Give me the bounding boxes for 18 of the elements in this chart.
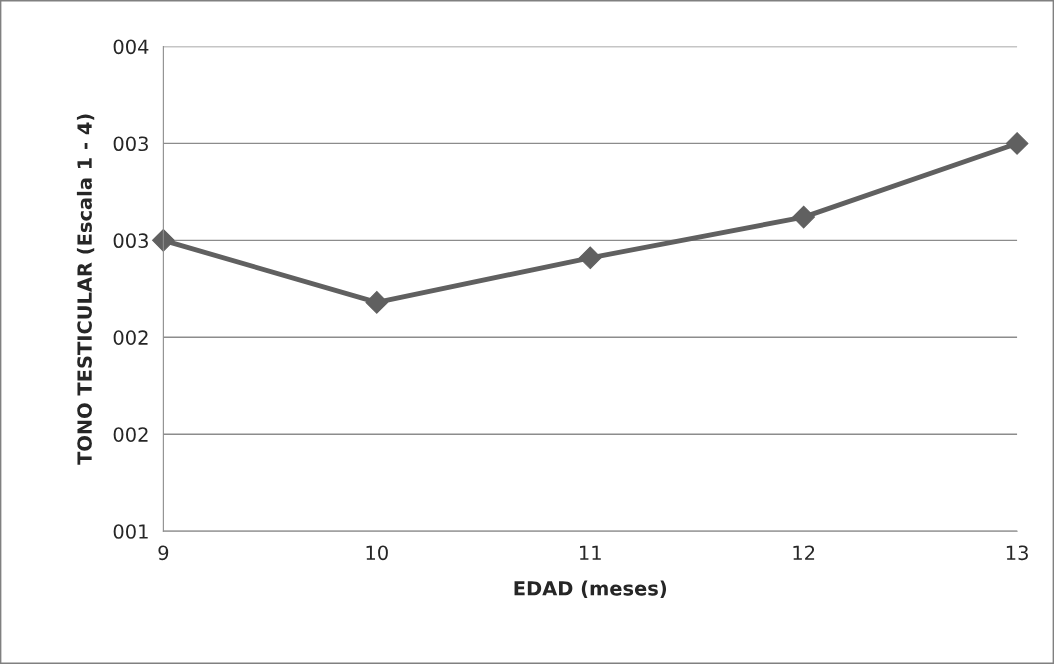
y-tick-label: 003 <box>113 136 148 152</box>
x-tick-label: 12 <box>793 545 815 560</box>
point <box>1005 132 1029 155</box>
y-tick-label: 004 <box>113 39 149 55</box>
y-axis-title: TONO TESTICULAR (Escala 1 - 4) <box>76 114 95 465</box>
y-tick-label: 001 <box>113 524 148 539</box>
y-tick-label: 002 <box>113 330 148 345</box>
x-tick-label: 13 <box>1006 545 1028 561</box>
x-axis-title: EDAD (meses) <box>514 580 667 598</box>
point <box>792 205 815 229</box>
x-tick-label: 9 <box>158 545 169 561</box>
point <box>578 246 602 270</box>
y-tick-label: 002 <box>113 427 148 442</box>
y-tick-label: 003 <box>113 233 148 249</box>
x-tick-label: 10 <box>366 545 388 561</box>
point <box>365 291 389 314</box>
x-tick-label: 11 <box>580 545 601 560</box>
point <box>152 229 175 252</box>
